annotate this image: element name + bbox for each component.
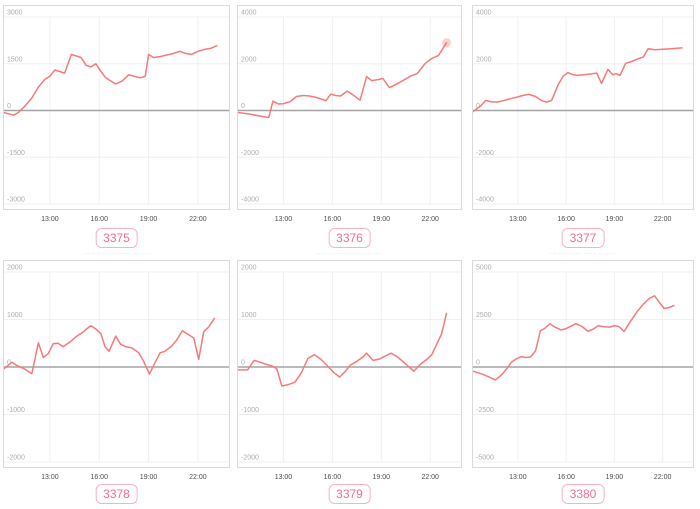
y-tick-label: -1000 [241, 407, 259, 414]
series-line [237, 312, 448, 387]
chart-border [237, 5, 462, 210]
y-tick-label: 5000 [476, 265, 492, 272]
x-tick-label: 16:00 [90, 474, 108, 481]
y-tick-label: 0 [7, 360, 11, 367]
line-chart[interactable]: 4000 2000 0 -2000 -4000 13:00 16:00 19:00 22:00 [472, 5, 694, 226]
chart-svg: 4000 2000 0 -2000 -4000 13:00 16:00 19:00 22:00 [472, 5, 694, 223]
x-tick-label: 16:00 [557, 216, 575, 223]
x-tick-label: 16:00 [324, 216, 342, 223]
y-tick-label: 0 [7, 103, 11, 110]
y-tick-label: 1000 [7, 312, 23, 319]
chart-id-badge[interactable]: 3377 [561, 228, 605, 248]
x-tick-label: 13:00 [509, 474, 527, 481]
y-tick-label: 2000 [241, 265, 257, 272]
chart-title: ··· ···· ······ ······ ··· ···· [83, 251, 150, 257]
line-chart[interactable]: 4000 2000 0 -2000 -4000 13:00 16:00 19:00 22:00 [237, 5, 462, 226]
chart-border [3, 5, 230, 210]
chart-title: ··· ···· ······ ······ ··· ···· [472, 0, 694, 2]
chart-svg: 2000 1000 0 -1000 -2000 13:00 16:00 19:00 22:00 [237, 260, 462, 481]
chart-title: ··· ···· ······ ······ ··· ···· [237, 0, 462, 2]
x-tick-label: 16:00 [90, 216, 108, 223]
y-tick-label: 2000 [7, 265, 23, 272]
y-tick-label: -4000 [476, 197, 494, 204]
x-tick-label: 22:00 [189, 216, 207, 223]
y-tick-label: 1500 [7, 56, 23, 63]
y-tick-label: -1500 [7, 150, 25, 157]
series-line [237, 41, 448, 119]
chart-border [472, 5, 694, 210]
chart-id-badge[interactable]: 3379 [328, 484, 371, 504]
chart-id-badge[interactable]: 3376 [328, 228, 371, 248]
x-tick-label: 13:00 [41, 474, 59, 481]
series-line [472, 47, 683, 114]
x-tick-label: 19:00 [606, 216, 624, 223]
y-tick-label: 3000 [7, 10, 23, 17]
y-tick-label: 4000 [476, 10, 492, 17]
chart-title: ··· ···· ······ ······ ··· ···· [316, 251, 383, 257]
line-chart[interactable]: 2000 1000 0 -1000 -2000 13:00 16:00 19:00 22:00 [237, 260, 462, 484]
x-tick-label: 16:00 [557, 474, 575, 481]
y-tick-label: -2000 [241, 150, 259, 157]
y-tick-label: 2500 [476, 312, 492, 319]
y-tick-label: -4000 [241, 197, 259, 204]
chart-svg: 4000 2000 0 -2000 -4000 13:00 16:00 19:00 22:00 [237, 5, 462, 223]
y-tick-label: 0 [241, 103, 245, 110]
x-tick-label: 13:00 [275, 474, 293, 481]
chart-border [237, 260, 462, 468]
y-tick-label: -5000 [476, 455, 494, 462]
y-tick-label: 4000 [241, 10, 257, 17]
chart-title: ··· ···· ······ ······ ··· ···· [550, 251, 616, 257]
y-tick-label: 1000 [241, 312, 257, 319]
chart-svg: 2000 1000 0 -1000 -2000 13:00 16:00 19:00 22:00 [3, 260, 230, 481]
y-tick-label: -3000 [7, 197, 25, 204]
y-tick-label: 2000 [241, 56, 257, 63]
y-tick-label: -2000 [241, 455, 259, 462]
y-tick-label: -2500 [476, 407, 494, 414]
chart-border [472, 260, 694, 468]
y-tick-label: 0 [476, 103, 480, 110]
y-tick-label: -2000 [7, 455, 25, 462]
x-tick-label: 22:00 [421, 474, 439, 481]
chart-svg: 5000 2500 0 -2500 -5000 13:00 16:00 19:00 22:00 [472, 260, 694, 481]
y-tick-label: -1000 [7, 407, 25, 414]
series-line [472, 295, 675, 381]
x-tick-label: 19:00 [373, 474, 391, 481]
y-tick-label: -2000 [476, 150, 494, 157]
line-chart[interactable]: 5000 2500 0 -2500 -5000 13:00 16:00 19:00 22:00 [472, 260, 694, 484]
chart-svg: 3000 1500 0 -1500 -3000 13:00 16:00 19:00 22:00 [3, 5, 230, 223]
line-chart[interactable]: 3000 1500 0 -1500 -3000 13:00 16:00 19:00 22:00 [3, 5, 230, 226]
series-line [3, 317, 216, 375]
chart-title: ··· ···· ······ ······ ··· ···· [3, 0, 230, 2]
end-point-marker [442, 38, 452, 48]
y-tick-label: 0 [476, 360, 480, 367]
y-tick-label: 2000 [476, 56, 492, 63]
x-tick-label: 13:00 [275, 216, 293, 223]
chart-border [3, 260, 230, 468]
x-tick-label: 22:00 [421, 216, 439, 223]
x-tick-label: 22:00 [654, 216, 672, 223]
chart-id-badge[interactable]: 3375 [95, 228, 138, 248]
chart-id-badge[interactable]: 3380 [561, 484, 605, 504]
chart-id-badge[interactable]: 3378 [95, 484, 138, 504]
x-tick-label: 16:00 [324, 474, 342, 481]
series-line [3, 44, 218, 116]
x-tick-label: 22:00 [654, 474, 672, 481]
y-tick-label: 0 [241, 360, 245, 367]
x-tick-label: 13:00 [41, 216, 59, 223]
line-chart[interactable]: 2000 1000 0 -1000 -2000 13:00 16:00 19:00 22:00 [3, 260, 230, 484]
x-tick-label: 22:00 [189, 474, 207, 481]
x-tick-label: 13:00 [509, 216, 527, 223]
x-tick-label: 19:00 [140, 216, 158, 223]
x-tick-label: 19:00 [373, 216, 391, 223]
x-tick-label: 19:00 [140, 474, 158, 481]
x-tick-label: 19:00 [606, 474, 624, 481]
